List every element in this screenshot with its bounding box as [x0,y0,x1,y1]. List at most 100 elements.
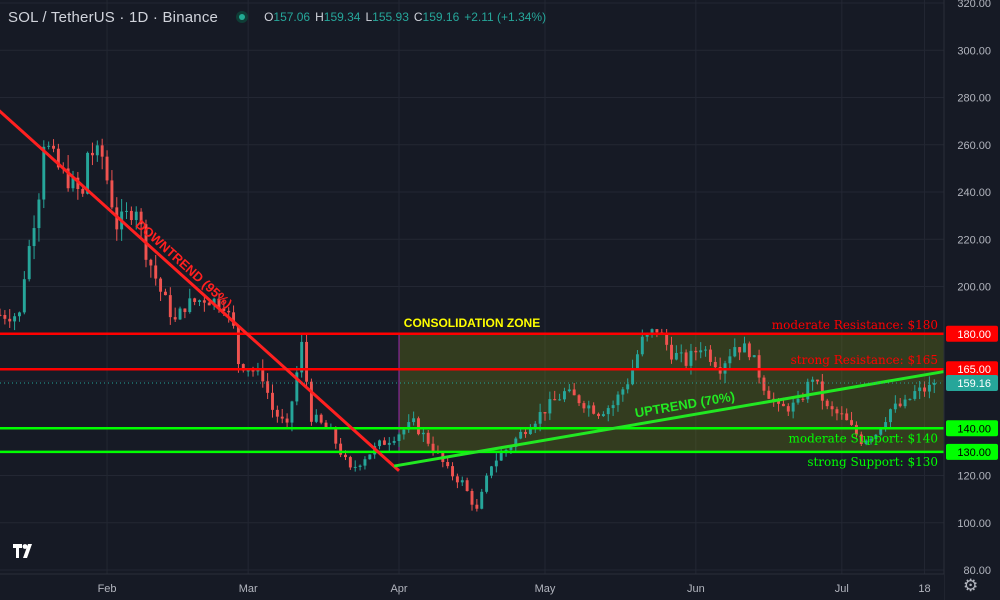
candle-body [426,432,430,444]
price-tick-label: 220.00 [957,234,991,246]
candle-body [66,168,70,189]
candle-up [699,342,703,359]
candle-body [704,349,708,351]
candle-body [674,352,678,360]
candle-up [889,408,892,428]
candle-body [266,381,270,393]
candle-down [81,187,85,197]
candle-up [18,311,21,322]
candle-body [908,398,912,400]
candle-body [665,333,669,345]
candle-body [8,318,12,322]
candle-down [577,394,581,407]
candle-body [635,354,639,369]
candle-down [572,383,576,396]
candle-down [592,402,596,415]
candle-body [889,409,892,423]
candle-up [47,141,51,150]
candle-body [514,438,518,447]
candle-body [859,434,863,444]
candle-body [168,295,172,318]
candle-body [125,210,128,212]
candle-down [786,403,790,416]
candle-body [499,453,503,461]
candle-down [816,379,819,385]
candle-down [149,258,153,278]
price-tick-label: 100.00 [957,518,991,530]
candle-down [446,457,450,469]
level-price-tag-bg [946,443,998,460]
candle-body [417,418,420,435]
candle-body [22,279,26,313]
price-tick-label: 260.00 [957,140,991,152]
candle-body [212,298,216,306]
tradingview-logo-icon[interactable] [8,535,40,567]
candle-body [275,409,279,417]
candle-up [869,436,873,445]
candle-body [543,412,547,414]
candle-down [840,406,844,420]
candle-body [743,343,746,353]
candle-body [198,300,201,302]
candle-body [558,399,562,401]
candle-down [475,498,479,512]
candle-up [932,379,936,394]
open-label: O [264,10,274,24]
candle-up [188,288,192,314]
candle-body [640,336,644,355]
candle-body [0,314,2,316]
candle-down [898,398,902,408]
candle-body [509,446,513,450]
candle-down [139,208,143,237]
candle-body [923,387,926,392]
candle-down [0,308,2,317]
time-tick-label: Mar [239,583,258,595]
level-price-tag: 130.00 [957,447,991,459]
candle-body [300,341,304,373]
candle-up [290,400,294,432]
candle-down [694,346,698,361]
candle-down [830,401,834,417]
candle-up [22,271,26,315]
candle-down [261,359,265,388]
candle-down [339,437,343,458]
candle-up [519,427,523,440]
candle-body [339,443,343,455]
candle-body [645,333,649,337]
candle-body [344,454,347,458]
symbol-title[interactable]: SOL / TetherUS · 1D · Binance [8,8,219,26]
candle-down [825,398,829,410]
uptrend-line [393,370,945,468]
candle-down [553,390,557,401]
gear-icon[interactable]: ⚙ [963,576,979,595]
candle-body [451,466,454,477]
candle-down [713,356,717,370]
candle-body [553,399,557,401]
candle-up [494,453,498,473]
candle-down [455,473,459,489]
candle-body [100,145,104,157]
candle-up [538,403,542,432]
candle-body [854,424,858,435]
candle-up [198,299,201,307]
candle-down [168,287,172,325]
price-tick-label: 200.00 [957,282,991,294]
candle-up [71,170,75,192]
candle-down [417,416,420,436]
candle-up [864,439,868,446]
candle-body [733,347,737,357]
candle-down [275,405,279,423]
candle-down [334,426,338,449]
last-price-tag: 159.16 [957,378,991,390]
candle-body [52,145,55,149]
candle-body [679,352,683,354]
candle-body [173,317,177,320]
candle-down [382,437,386,446]
price-tick-label: 240.00 [957,187,991,199]
candle-up [178,306,182,320]
price-axis: 80.00100.00120.00140.00160.00180.00200.0… [943,0,1000,600]
candle-up [562,387,566,403]
time-tick-label: May [535,583,556,595]
candle-body [105,156,109,181]
